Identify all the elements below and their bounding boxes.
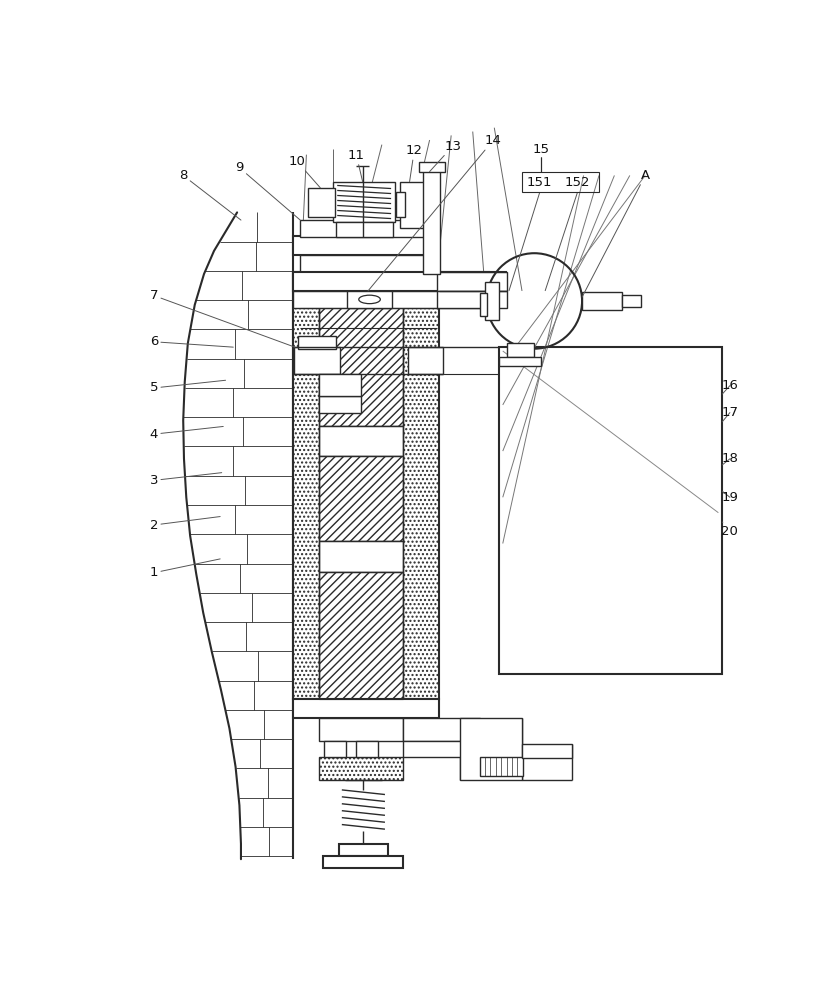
Text: A: A xyxy=(582,169,650,297)
Bar xyxy=(522,744,572,758)
Bar xyxy=(319,718,403,741)
Text: 14: 14 xyxy=(368,134,501,291)
Bar xyxy=(582,292,622,310)
Text: 15: 15 xyxy=(533,143,550,156)
Text: 19: 19 xyxy=(721,491,738,504)
Bar xyxy=(423,166,441,274)
Bar xyxy=(499,347,722,674)
Bar xyxy=(506,343,534,357)
Bar xyxy=(481,293,486,316)
Bar xyxy=(294,347,341,374)
Bar xyxy=(319,272,403,426)
Text: 152: 152 xyxy=(565,176,591,189)
Bar xyxy=(481,757,523,776)
Bar xyxy=(300,255,431,272)
Bar xyxy=(319,541,403,572)
Bar xyxy=(292,699,439,718)
Text: 8: 8 xyxy=(179,169,241,220)
Bar xyxy=(499,357,541,366)
Bar xyxy=(401,182,432,228)
Text: 1: 1 xyxy=(150,559,220,579)
Bar xyxy=(319,456,403,541)
Text: 11: 11 xyxy=(348,149,365,182)
Text: 13: 13 xyxy=(430,140,461,172)
Text: 18: 18 xyxy=(721,452,738,465)
Bar xyxy=(485,282,499,320)
Bar xyxy=(339,844,388,856)
Text: 16: 16 xyxy=(721,379,738,394)
Text: 4: 4 xyxy=(150,426,223,441)
Bar xyxy=(336,222,392,237)
Bar xyxy=(319,757,403,780)
Bar xyxy=(408,347,442,374)
Bar xyxy=(622,295,641,307)
Text: 9: 9 xyxy=(235,161,300,220)
Bar xyxy=(319,572,403,699)
Text: 20: 20 xyxy=(721,522,738,538)
Bar xyxy=(357,741,378,757)
Bar xyxy=(319,426,403,456)
Bar xyxy=(324,741,346,757)
Text: 12: 12 xyxy=(406,144,422,182)
Bar xyxy=(319,396,361,413)
Bar xyxy=(403,718,481,741)
Bar xyxy=(396,192,405,217)
Text: 7: 7 xyxy=(150,289,295,347)
Text: 151: 151 xyxy=(527,176,552,189)
Text: 5: 5 xyxy=(150,380,226,394)
Bar xyxy=(461,718,522,780)
Bar xyxy=(419,162,445,172)
Bar xyxy=(437,272,506,291)
Bar xyxy=(437,291,506,308)
Bar xyxy=(522,172,599,192)
Bar xyxy=(292,235,439,255)
Text: 3: 3 xyxy=(150,473,222,487)
Bar xyxy=(298,336,337,349)
Bar xyxy=(308,188,335,217)
Bar xyxy=(323,856,403,868)
Text: 6: 6 xyxy=(150,335,233,348)
Bar xyxy=(292,272,489,291)
Text: 2: 2 xyxy=(150,517,220,532)
Bar xyxy=(292,272,439,699)
Text: 17: 17 xyxy=(721,406,738,422)
Bar xyxy=(319,374,361,396)
Bar xyxy=(347,291,392,308)
Bar xyxy=(300,220,431,237)
Text: 10: 10 xyxy=(289,155,320,188)
Bar xyxy=(333,182,395,222)
Bar xyxy=(403,741,481,757)
Bar xyxy=(292,291,489,308)
